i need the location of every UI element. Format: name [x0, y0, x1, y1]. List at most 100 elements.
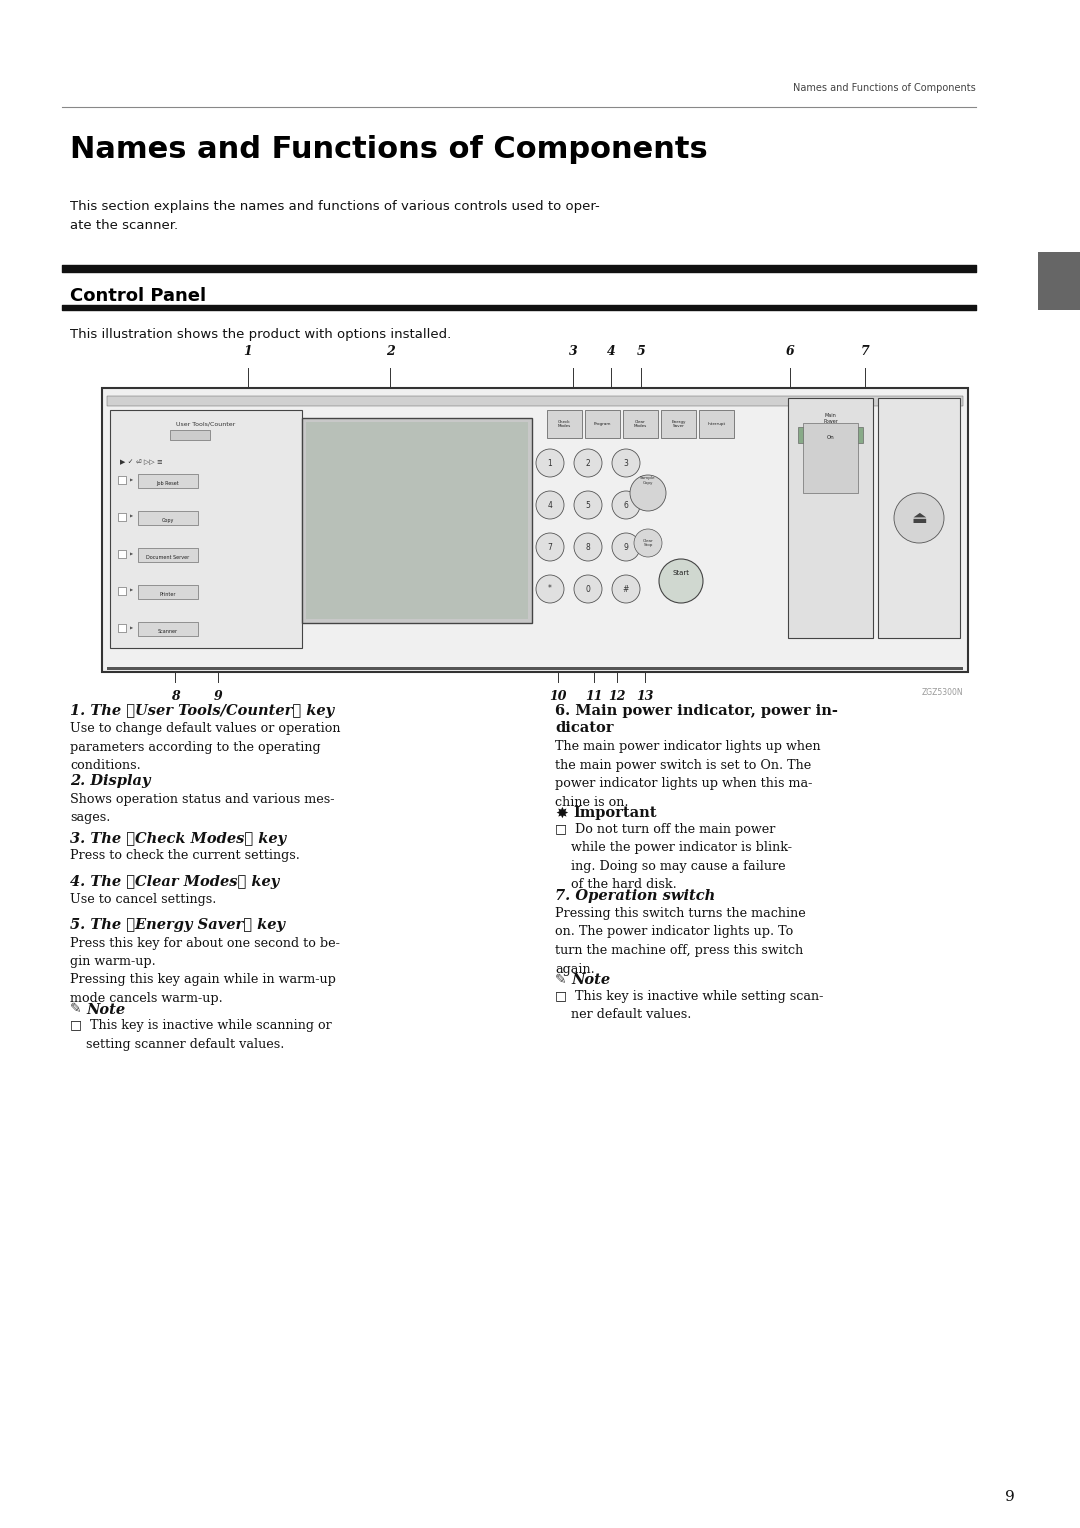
Text: ▶: ▶ — [130, 626, 133, 630]
Text: 9: 9 — [214, 691, 222, 703]
Text: 0: 0 — [585, 585, 591, 593]
Text: Sample
Copy: Sample Copy — [640, 477, 656, 484]
Bar — [1038, 252, 1080, 310]
Bar — [118, 477, 126, 484]
Text: Job Reset: Job Reset — [157, 481, 179, 486]
Text: Check
Modes: Check Modes — [558, 420, 571, 428]
Text: 11: 11 — [585, 691, 603, 703]
Text: 3: 3 — [623, 458, 629, 468]
Text: □  This key is inactive while setting scan-
    ner default values.: □ This key is inactive while setting sca… — [555, 990, 823, 1022]
Text: □  Do not turn off the main power
    while the power indicator is blink-
    in: □ Do not turn off the main power while t… — [555, 824, 792, 891]
Text: Printer: Printer — [160, 591, 176, 597]
Bar — [661, 410, 696, 439]
Circle shape — [612, 575, 640, 604]
Circle shape — [612, 533, 640, 561]
Text: 3. The 【Check Modes】 key: 3. The 【Check Modes】 key — [70, 831, 286, 845]
Text: 6: 6 — [623, 501, 629, 509]
Bar — [102, 388, 968, 672]
Text: Names and Functions of Components: Names and Functions of Components — [793, 83, 976, 93]
Circle shape — [536, 449, 564, 477]
Circle shape — [573, 449, 602, 477]
Text: On: On — [826, 435, 835, 440]
Text: 12: 12 — [608, 691, 625, 703]
Text: 13: 13 — [636, 691, 653, 703]
Circle shape — [536, 533, 564, 561]
Text: ZGZ5300N: ZGZ5300N — [921, 688, 963, 697]
Text: 4. The 【Clear Modes】 key: 4. The 【Clear Modes】 key — [70, 876, 280, 889]
Text: Clear
Stop: Clear Stop — [643, 539, 653, 547]
Text: Program: Program — [594, 422, 611, 426]
Bar — [585, 410, 620, 439]
Bar — [878, 397, 960, 639]
Bar — [107, 668, 963, 669]
Text: Scanner: Scanner — [158, 630, 178, 634]
Text: Note: Note — [86, 1002, 125, 1016]
Text: 8: 8 — [171, 691, 179, 703]
Bar — [170, 429, 210, 440]
Text: 5: 5 — [636, 345, 646, 358]
Text: 7. Operation switch: 7. Operation switch — [555, 889, 715, 903]
Text: 10: 10 — [550, 691, 567, 703]
Text: ✸: ✸ — [555, 805, 568, 821]
Bar — [118, 623, 126, 633]
Text: 5. The 【Energy Saver】 key: 5. The 【Energy Saver】 key — [70, 918, 285, 932]
Text: 4: 4 — [548, 501, 553, 509]
Text: 5: 5 — [585, 501, 591, 509]
Text: □  This key is inactive while scanning or
    setting scanner default values.: □ This key is inactive while scanning or… — [70, 1019, 332, 1051]
Text: 2: 2 — [386, 345, 394, 358]
Circle shape — [612, 449, 640, 477]
Bar — [788, 397, 873, 639]
Bar — [804, 423, 858, 494]
Bar — [138, 622, 198, 636]
Text: 3: 3 — [569, 345, 578, 358]
Bar — [699, 410, 734, 439]
Text: User Tools/Counter: User Tools/Counter — [176, 422, 235, 426]
Text: Use to change default values or operation
parameters according to the operating
: Use to change default values or operatio… — [70, 723, 340, 772]
Bar — [798, 426, 863, 443]
Circle shape — [894, 494, 944, 542]
Circle shape — [573, 490, 602, 520]
Text: Press this key for about one second to be-
gin warm-up.
Pressing this key again : Press this key for about one second to b… — [70, 937, 340, 1005]
Text: 1. The 【User Tools/Counter】 key: 1. The 【User Tools/Counter】 key — [70, 704, 334, 718]
Bar — [546, 410, 582, 439]
Text: Main
Power: Main Power — [823, 413, 838, 423]
Bar — [118, 587, 126, 594]
Text: Note: Note — [571, 973, 610, 987]
Text: ✎: ✎ — [555, 973, 567, 987]
Text: ▶ ✓ ⏎ ▷▷ ≡: ▶ ✓ ⏎ ▷▷ ≡ — [120, 458, 163, 465]
Text: 6. Main power indicator, power in-
dicator: 6. Main power indicator, power in- dicat… — [555, 704, 838, 735]
Text: ▶: ▶ — [130, 515, 133, 520]
Text: ✎: ✎ — [70, 1002, 82, 1016]
Bar — [302, 419, 532, 623]
Bar — [306, 422, 528, 619]
Text: #: # — [623, 585, 630, 593]
Circle shape — [630, 475, 666, 510]
Text: This section explains the names and functions of various controls used to oper-
: This section explains the names and func… — [70, 200, 599, 232]
Bar — [138, 549, 198, 562]
Bar — [118, 513, 126, 521]
Text: 4: 4 — [607, 345, 616, 358]
Circle shape — [573, 575, 602, 604]
Text: Control Panel: Control Panel — [70, 287, 206, 306]
Bar — [110, 410, 302, 648]
Text: 7: 7 — [861, 345, 869, 358]
Text: Use to cancel settings.: Use to cancel settings. — [70, 892, 216, 906]
Circle shape — [659, 559, 703, 604]
Circle shape — [634, 529, 662, 558]
Bar — [138, 510, 198, 526]
Text: Energy
Saver: Energy Saver — [672, 420, 686, 428]
Text: Start: Start — [673, 570, 689, 576]
Bar — [138, 474, 198, 487]
Text: 1: 1 — [548, 458, 552, 468]
Text: Names and Functions of Components: Names and Functions of Components — [70, 134, 707, 163]
Text: Press to check the current settings.: Press to check the current settings. — [70, 850, 300, 862]
Text: 1: 1 — [1051, 329, 1067, 348]
Text: Document Server: Document Server — [147, 555, 190, 559]
Text: ▶: ▶ — [130, 588, 133, 593]
Text: Copy: Copy — [162, 518, 174, 523]
Text: ⏏: ⏏ — [912, 509, 927, 527]
Text: This illustration shows the product with options installed.: This illustration shows the product with… — [70, 329, 451, 341]
Text: Important: Important — [573, 805, 657, 821]
Text: *: * — [548, 585, 552, 593]
Circle shape — [573, 533, 602, 561]
